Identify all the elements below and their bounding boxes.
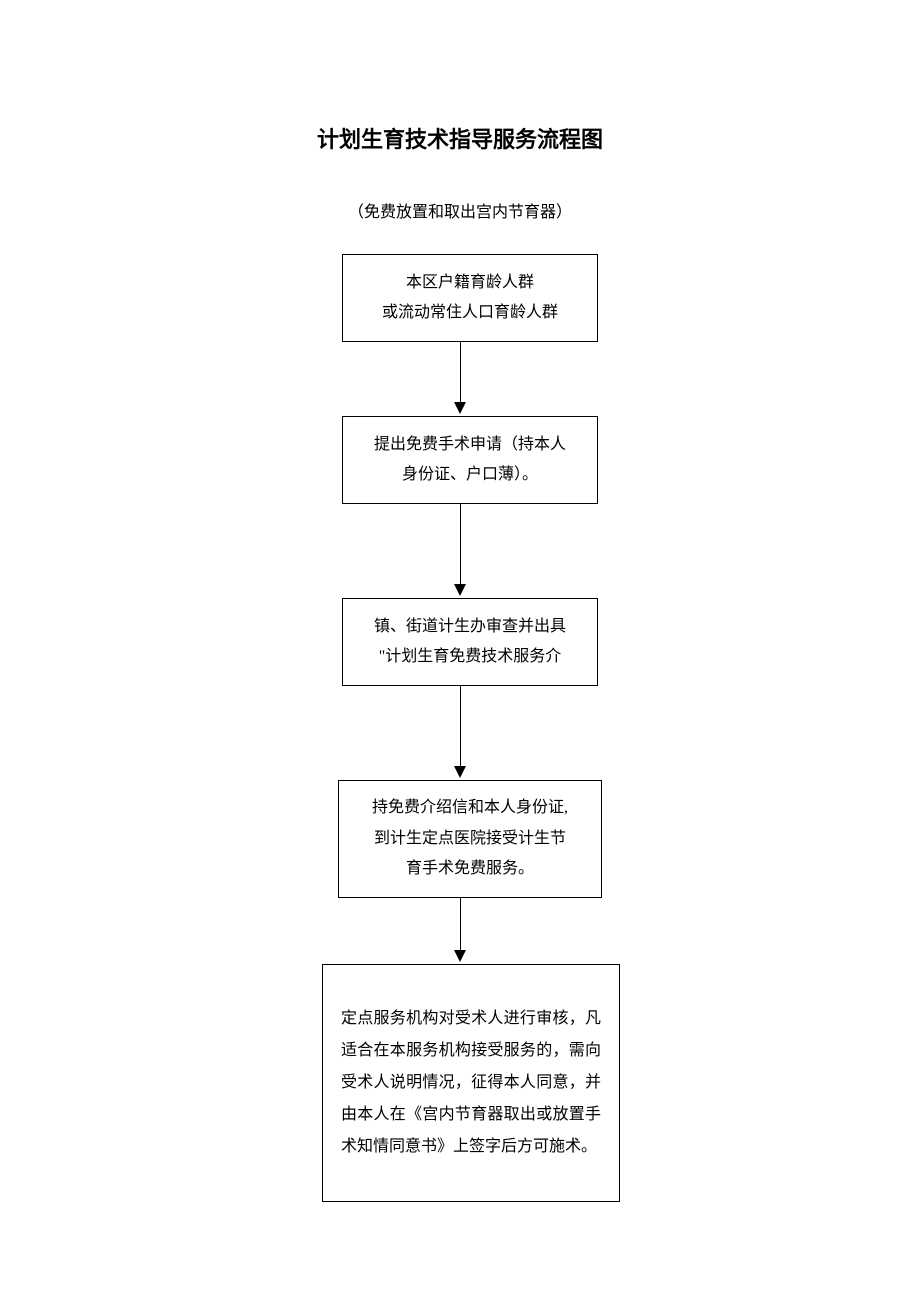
node-text-line: 本区户籍育龄人群: [406, 268, 534, 298]
flowchart-node-2: 提出免费手术申请（持本人身份证、户口薄）。: [342, 416, 598, 504]
node-text-line: 镇、街道计生办审查并出具: [374, 612, 566, 642]
flowchart-arrow-3: [0, 686, 920, 778]
subtitle-text: （免费放置和取出宫内节育器）: [348, 204, 572, 221]
page-title: 计划生育技术指导服务流程图: [0, 122, 920, 154]
flowchart-node-4: 持免费介绍信和本人身份证,到计生定点医院接受计生节育手术免费服务。: [338, 780, 602, 898]
node-text-line: 持免费介绍信和本人身份证,: [372, 793, 568, 823]
node-text-line: "计划生育免费技术服务介: [379, 642, 562, 672]
flowchart-node-5: 定点服务机构对受术人进行审核，凡适合在本服务机构接受服务的，需向受术人说明情况，…: [322, 964, 620, 1202]
arrow-down-icon: [454, 504, 466, 596]
node-text-line: 身份证、户口薄）。: [402, 460, 538, 490]
flowchart-node-3: 镇、街道计生办审查并出具"计划生育免费技术服务介: [342, 598, 598, 686]
flowchart-arrow-1: [0, 342, 920, 414]
arrow-down-icon: [454, 342, 466, 414]
node-text-line: 提出免费手术申请（持本人: [374, 430, 566, 460]
page-subtitle: （免费放置和取出宫内节育器）: [0, 198, 920, 222]
title-text: 计划生育技术指导服务流程图: [317, 127, 603, 152]
flowchart-arrow-2: [0, 504, 920, 596]
node-text-line: 到计生定点医院接受计生节: [374, 824, 566, 854]
arrow-down-icon: [454, 686, 466, 778]
node-text-line: 育手术免费服务。: [406, 854, 534, 884]
flowchart-node-1: 本区户籍育龄人群或流动常住人口育龄人群: [342, 254, 598, 342]
flowchart-arrow-4: [0, 898, 920, 962]
node-text-line: 或流动常住人口育龄人群: [382, 298, 558, 328]
arrow-down-icon: [454, 898, 466, 962]
